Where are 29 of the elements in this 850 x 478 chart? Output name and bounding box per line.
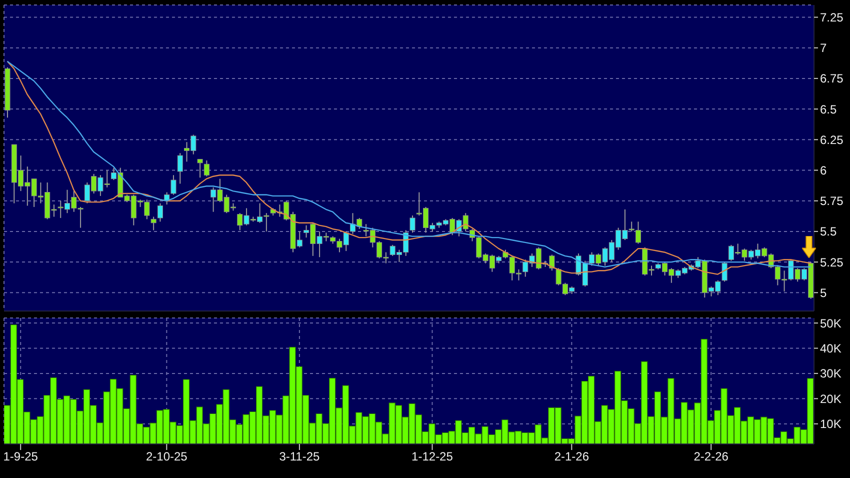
- y-tick-label: 7.25: [820, 10, 844, 24]
- candlestick: [170, 174, 176, 196]
- candlestick: [722, 262, 728, 282]
- x-tick-label: 1-12-25: [412, 450, 454, 464]
- candlestick: [157, 202, 163, 222]
- y-tick-label: 30K: [820, 366, 842, 381]
- y-tick-label: 7: [820, 41, 827, 56]
- x-tick-label: 2-2-26: [694, 450, 729, 464]
- y-tick-label: 50K: [820, 316, 842, 330]
- candlestick: [410, 215, 416, 234]
- y-tick-label: 5.75: [820, 194, 844, 208]
- y-tick-label: 6.75: [820, 72, 844, 86]
- y-tick-label: 5.5: [820, 224, 838, 239]
- y-tick-label: 6.5: [820, 102, 838, 116]
- y-tick-label: 10K: [820, 417, 842, 432]
- candlestick: [204, 160, 210, 177]
- x-tick-label: 1-9-25: [3, 450, 38, 464]
- candlestick: [197, 158, 203, 178]
- candlestick: [150, 216, 156, 231]
- x-tick-label: 3-11-25: [279, 450, 320, 464]
- y-tick-label: 6.25: [820, 132, 844, 147]
- y-tick-label: 5.25: [820, 255, 844, 270]
- y-tick-label: 6: [820, 164, 827, 178]
- y-tick-label: 40K: [820, 342, 842, 356]
- candlestick: [177, 152, 183, 184]
- y-tick-label: 5: [820, 286, 827, 300]
- y-tick-label: 20K: [820, 392, 842, 406]
- x-tick-label: 2-10-25: [146, 450, 188, 464]
- x-tick-label: 2-1-26: [554, 450, 590, 464]
